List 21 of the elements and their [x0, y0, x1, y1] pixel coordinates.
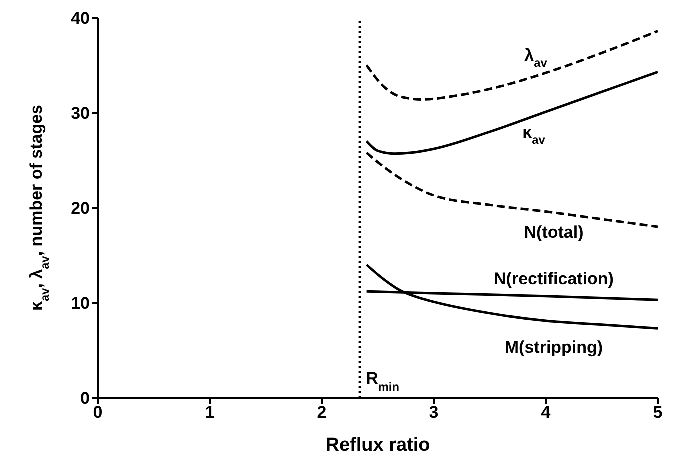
y-tick-label: 10: [71, 294, 90, 314]
y-tick-label: 0: [80, 389, 90, 408]
series-label: M(stripping): [504, 338, 604, 358]
line-series: [366, 264, 658, 330]
series-label: N(total): [524, 223, 584, 242]
x-tick-label: 3: [429, 403, 439, 422]
x-tick-label: 4: [541, 403, 552, 422]
x-tick-label: 0: [93, 403, 103, 422]
series-label: κ$_{av}$: [522, 124, 546, 148]
y-tick-label: 20: [71, 199, 90, 218]
y-tick-label: 30: [71, 104, 90, 124]
x-axis-title: Reflux ratio: [326, 435, 430, 456]
y-tick-label: 40: [71, 9, 90, 28]
x-tick-label: 1: [205, 403, 215, 422]
line-series: [366, 70, 658, 156]
series-label: N(rectification): [494, 270, 614, 289]
x-tick-label: 2: [317, 403, 327, 422]
ref-line-label: R$_{min}$: [366, 369, 400, 394]
line-series: [366, 30, 658, 101]
x-tick-label: 5: [653, 403, 663, 422]
series-label: λ$_{av}$: [524, 46, 548, 70]
